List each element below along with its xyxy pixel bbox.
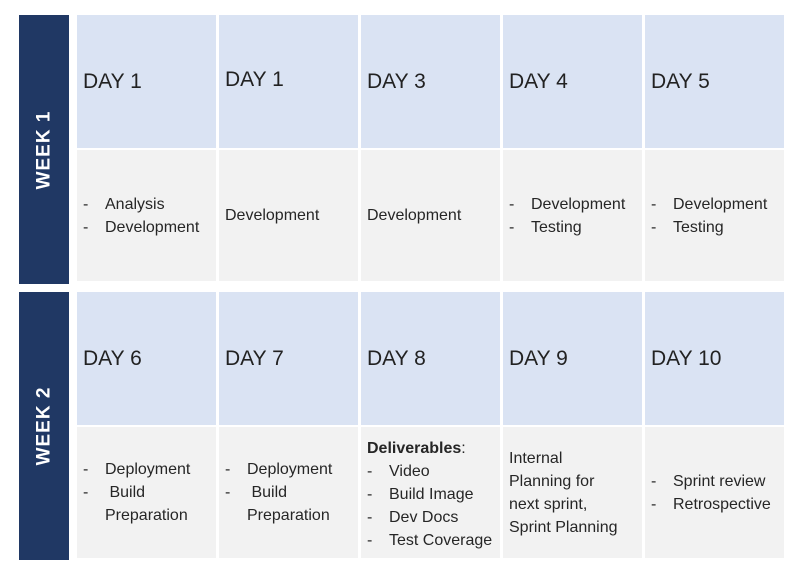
task-item: - Deployment — [225, 461, 333, 478]
week-2-label-bar: WEEK 2 — [19, 292, 69, 560]
task-item: - Development — [509, 195, 626, 213]
week-2-day-9-header: DAY 9 — [503, 292, 642, 425]
week-2-day-6-tasks: - Deployment - Build Preparation — [77, 427, 216, 558]
day-title: DAY 9 — [509, 346, 568, 370]
week-2-day-8-tasks: Deliverables: - Video - Build Image - Dev D… — [361, 427, 500, 558]
day-title: DAY 4 — [509, 69, 568, 93]
text-line: Internal — [509, 449, 563, 467]
week-1-day-2-header: DAY 1 — [219, 15, 358, 148]
task-item: - Test Coverage — [367, 532, 493, 549]
task-item: - Sprint review — [651, 472, 766, 490]
week-1-day-1-tasks: - Analysis - Development — [77, 150, 216, 281]
week-1-day-1-header: DAY 1 — [77, 15, 216, 148]
week-2-label: WEEK 2 — [33, 386, 55, 466]
text-line: Planning for — [509, 472, 595, 490]
task-item: - Video — [367, 463, 430, 480]
day-title: DAY 8 — [367, 346, 426, 370]
task-item: - Dev Docs — [367, 509, 459, 526]
day-title: DAY 5 — [651, 69, 710, 93]
day-title: DAY 1 — [83, 69, 142, 93]
task-item: - Testing — [651, 218, 724, 236]
task-item: - Development — [83, 218, 200, 236]
week-1-label-bar: WEEK 1 — [19, 15, 69, 284]
week-2-day-6-header: DAY 6 — [77, 292, 216, 425]
task-item: - Deployment — [83, 461, 191, 478]
task-item: - Analysis — [83, 195, 165, 213]
task-item: - Build Image — [367, 486, 474, 503]
week-1-day-4-header: DAY 4 — [503, 15, 642, 148]
day-title: DAY 1 — [225, 67, 284, 91]
task-item: - Retrospective — [651, 495, 771, 513]
task-item: - Build Preparation — [83, 484, 188, 524]
task-item: - Development — [651, 195, 768, 213]
week-1-day-5-header: DAY 5 — [645, 15, 784, 148]
task-item: - Build Preparation — [225, 484, 330, 524]
week-2-day-8-header: DAY 8 — [361, 292, 500, 425]
week-1-day-3-tasks: Development — [361, 150, 500, 281]
text-line: Sprint Planning — [509, 518, 618, 536]
week-2-day-7-tasks: - Deployment - Build Preparation — [219, 427, 358, 558]
week-1-day-5-tasks: - Development - Testing — [645, 150, 784, 281]
week-2-day-7-header: DAY 7 — [219, 292, 358, 425]
task-item: - Testing — [509, 218, 582, 236]
task-text: Development — [367, 207, 462, 224]
week-1-day-3-header: DAY 3 — [361, 15, 500, 148]
deliverables-heading: Deliverables: — [367, 440, 466, 457]
day-title: DAY 7 — [225, 346, 284, 370]
week-2-day-9-tasks: Internal Planning for next sprint, Sprin… — [503, 427, 642, 558]
week-1-day-4-tasks: - Development - Testing — [503, 150, 642, 281]
day-title: DAY 3 — [367, 69, 426, 93]
week-1-day-2-tasks: Development — [219, 150, 358, 281]
week-1-label: WEEK 1 — [33, 110, 55, 189]
week-2-day-10-tasks: - Sprint review - Retrospective — [645, 427, 784, 558]
task-text: Development — [225, 207, 320, 224]
text-line: next sprint, — [509, 495, 588, 513]
day-title: DAY 6 — [83, 346, 142, 370]
day-title: DAY 10 — [651, 346, 722, 370]
week-2-day-10-header: DAY 10 — [645, 292, 784, 425]
